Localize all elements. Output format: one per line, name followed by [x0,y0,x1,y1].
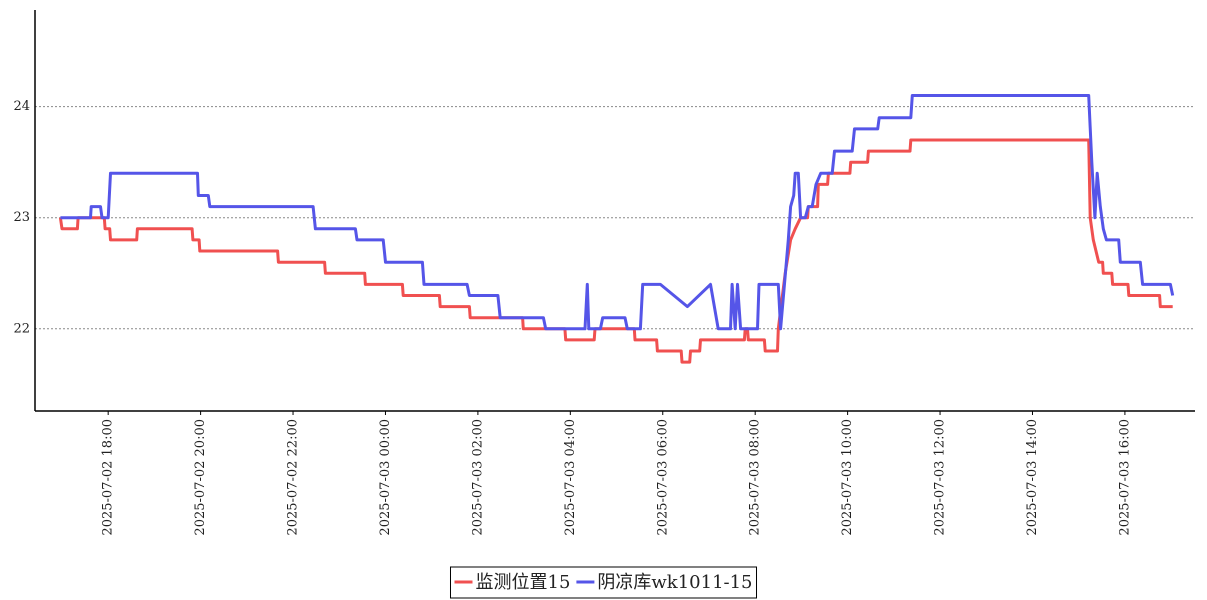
x-tick-label: 2025-07-03 08:00 [748,419,763,536]
y-tick-label: 22 [13,321,30,336]
legend-label: 阴凉库wk1011-15 [597,572,752,593]
legend: 监测位置15 阴凉库wk1011-15 [449,566,758,599]
legend-box [449,566,758,599]
legend-label: 监测位置15 [475,572,570,593]
x-tick-label: 2025-07-03 02:00 [470,419,485,536]
x-tick-label: 2025-07-02 20:00 [193,419,208,536]
x-tick-label: 2025-07-03 04:00 [563,419,578,536]
x-tick-label: 2025-07-03 12:00 [933,419,948,536]
x-tick-label: 2025-07-03 06:00 [655,419,670,536]
y-tick-label: 23 [13,210,30,225]
x-tick-label: 2025-07-03 14:00 [1025,419,1040,536]
x-tick-label: 2025-07-03 10:00 [840,419,855,536]
x-tick-label: 2025-07-03 16:00 [1117,419,1132,536]
x-tick-label: 2025-07-02 18:00 [101,419,116,536]
series-line [60,94,1175,331]
x-tick-label: 2025-07-03 00:00 [378,419,393,536]
x-tick-label: 2025-07-02 22:00 [286,419,301,536]
series-line [58,138,1173,364]
y-tick-label: 24 [13,99,30,114]
